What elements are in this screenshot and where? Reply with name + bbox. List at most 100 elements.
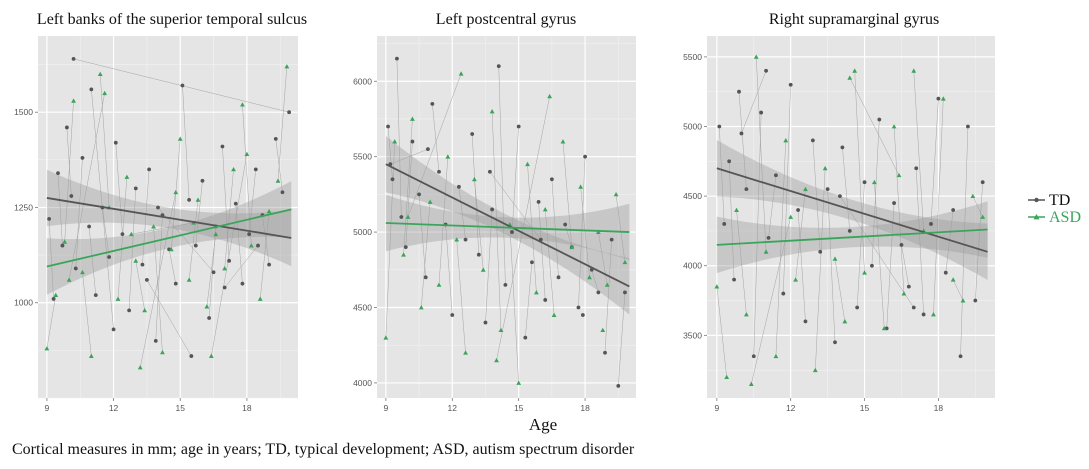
data-point-td [958, 354, 963, 359]
data-point-td [144, 277, 149, 282]
data-point-td [503, 282, 508, 287]
data-point-td [543, 298, 548, 302]
data-point-td [536, 200, 541, 204]
data-point-td [423, 275, 428, 280]
data-point-asd [168, 246, 174, 252]
data-point-td [240, 281, 245, 286]
y-tick-label: 4000 [353, 378, 372, 388]
subject-line [135, 260, 145, 311]
data-point-asd [472, 176, 477, 182]
data-point-td [623, 290, 627, 295]
subject-line [945, 210, 954, 273]
data-point-asd [222, 266, 228, 271]
data-point-asd [542, 207, 548, 212]
trend-line-td [385, 163, 630, 288]
data-point-td [193, 243, 198, 248]
x-tick-label: 9 [714, 403, 719, 413]
subject-line [438, 156, 449, 285]
subject-line [753, 112, 762, 357]
data-point-td [403, 245, 408, 250]
subject-line [728, 161, 735, 280]
subject-line [432, 103, 440, 172]
subject-line [795, 189, 806, 280]
data-point-asd [173, 189, 179, 195]
y-tick-label: 5000 [353, 227, 372, 237]
data-point-td [153, 338, 158, 343]
subject-line [915, 168, 924, 315]
data-point-asd [940, 96, 946, 101]
data-point-td [437, 169, 441, 174]
x-tick-label: 15 [860, 403, 870, 413]
data-point-td [69, 194, 74, 198]
subject-line [871, 119, 880, 266]
data-point-asd [604, 282, 610, 287]
data-point-asd [151, 224, 156, 229]
data-point-asd [418, 305, 424, 310]
data-point-td [833, 340, 837, 345]
subject-line [901, 244, 910, 287]
x-tick-label: 15 [514, 403, 524, 413]
data-point-asd [213, 231, 219, 237]
data-point-asd [124, 174, 130, 179]
y-tick-label: 1500 [14, 107, 33, 117]
data-point-td [280, 190, 285, 195]
data-point-td [173, 281, 178, 286]
subject-line [839, 195, 914, 308]
trend-line-asd [716, 228, 988, 246]
data-point-td [781, 291, 786, 296]
subject-line [933, 98, 944, 315]
data-point-asd [195, 197, 201, 202]
subject-line [812, 140, 821, 252]
data-point-td [120, 232, 125, 237]
data-point-td [870, 263, 874, 268]
subject-line [57, 173, 63, 246]
subject-line [146, 279, 192, 357]
data-point-asd [231, 166, 236, 172]
plot-background [707, 36, 995, 398]
data-point-asd [595, 229, 601, 235]
data-point-asd [458, 71, 464, 76]
y-tick-label: 5500 [683, 52, 702, 62]
subject-line [153, 226, 163, 353]
subject-line [525, 262, 533, 338]
data-point-asd [401, 252, 406, 257]
legend-key-triangle [1033, 214, 1040, 220]
data-point-asd [454, 237, 460, 242]
data-point-asd [516, 380, 522, 385]
data-point-td [89, 87, 94, 92]
data-point-td [140, 262, 145, 267]
y-tick-label: 1250 [14, 202, 33, 212]
subject-line [509, 224, 519, 383]
data-point-asd [560, 139, 566, 144]
panel-left-postcentral: Left postcentral gyrus 9 12 15 18 4000 4500 500… [353, 11, 636, 413]
data-point-asd [204, 304, 210, 309]
subject-line [580, 186, 590, 278]
subject-line [195, 180, 203, 246]
subject-line [952, 279, 964, 301]
data-point-asd [980, 214, 986, 219]
data-point-td [516, 124, 521, 129]
data-point-td [530, 260, 534, 265]
subject-line [262, 215, 270, 265]
subject-line [474, 179, 484, 270]
data-point-td [576, 305, 581, 310]
data-point-td [732, 277, 736, 282]
data-point-td [107, 255, 112, 259]
data-point-td [840, 145, 845, 150]
y-tick-label: 5000 [683, 122, 702, 132]
subject-line [390, 148, 429, 165]
data-point-td [93, 293, 98, 298]
data-point-td [430, 101, 435, 106]
subject-line [142, 169, 150, 265]
data-point-td [222, 285, 227, 290]
data-point-td [253, 167, 258, 172]
subject-line [168, 249, 177, 284]
data-point-asd [578, 184, 584, 189]
subject-line [755, 56, 767, 252]
data-point-asd [950, 277, 956, 282]
subject-line [930, 98, 939, 224]
data-point-asd [622, 259, 628, 265]
data-point-td [549, 177, 554, 182]
trend-line-asd [46, 208, 292, 268]
subject-line [211, 154, 248, 357]
